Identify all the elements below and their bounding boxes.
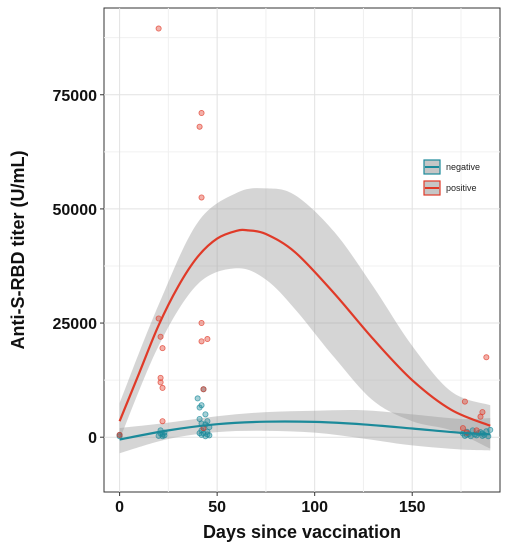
data-point-positive <box>204 336 211 343</box>
trend-line-positive <box>118 228 491 427</box>
data-point-positive <box>198 194 205 201</box>
y-tick-label: 50000 <box>53 202 98 219</box>
data-point-positive <box>198 110 205 117</box>
x-tick-label: 150 <box>399 499 426 516</box>
data-point-positive <box>198 320 205 327</box>
x-tick-label: 50 <box>208 499 226 516</box>
y-tick-label: 25000 <box>53 316 98 333</box>
x-tick-label: 100 <box>301 499 328 516</box>
data-point-positive <box>157 374 164 381</box>
data-point-positive <box>198 338 205 345</box>
legend-label-negative: negative <box>446 162 480 172</box>
data-point-positive <box>479 409 486 416</box>
axis-ticks: 0 50 100 150 0 25000 50000 75000 <box>53 88 426 516</box>
data-point-negative <box>194 395 201 402</box>
data-point-positive <box>159 345 166 352</box>
plot-area <box>103 7 501 493</box>
y-tick-label: 75000 <box>53 88 98 105</box>
data-point-positive <box>116 431 123 438</box>
data-point-negative <box>204 418 211 425</box>
data-point-negative <box>487 426 494 433</box>
data-point-positive <box>473 427 480 434</box>
confidence-band-positive <box>119 188 491 449</box>
data-point-negative <box>196 430 203 437</box>
data-point-negative <box>202 411 209 418</box>
data-point-positive <box>200 386 207 393</box>
confidence-band-negative <box>119 410 491 454</box>
trend-line-negative <box>119 420 491 441</box>
data-point-positive <box>461 398 468 405</box>
data-point-positive <box>196 123 203 130</box>
data-point-positive <box>459 425 466 432</box>
data-point-positive <box>157 379 164 386</box>
y-tick-label: 0 <box>88 430 97 447</box>
trend-lines <box>118 228 491 441</box>
data-point-positive <box>483 354 490 361</box>
y-axis-label: Anti-S-RBD titer (U/mL) <box>8 151 28 350</box>
data-point-positive <box>159 384 166 391</box>
data-point-negative <box>161 432 168 439</box>
data-point-positive <box>155 25 162 32</box>
legend-label-positive: positive <box>446 183 477 193</box>
data-point-positive <box>157 333 164 340</box>
x-tick-label: 0 <box>115 499 124 516</box>
x-axis-label: Days since vaccination <box>203 522 401 542</box>
data-point-positive <box>159 418 166 425</box>
data-point-negative <box>198 402 205 409</box>
confidence-bands <box>119 188 491 454</box>
grid-lines <box>104 8 500 492</box>
legend: negative positive <box>423 159 480 196</box>
data-point-negative <box>206 432 213 439</box>
